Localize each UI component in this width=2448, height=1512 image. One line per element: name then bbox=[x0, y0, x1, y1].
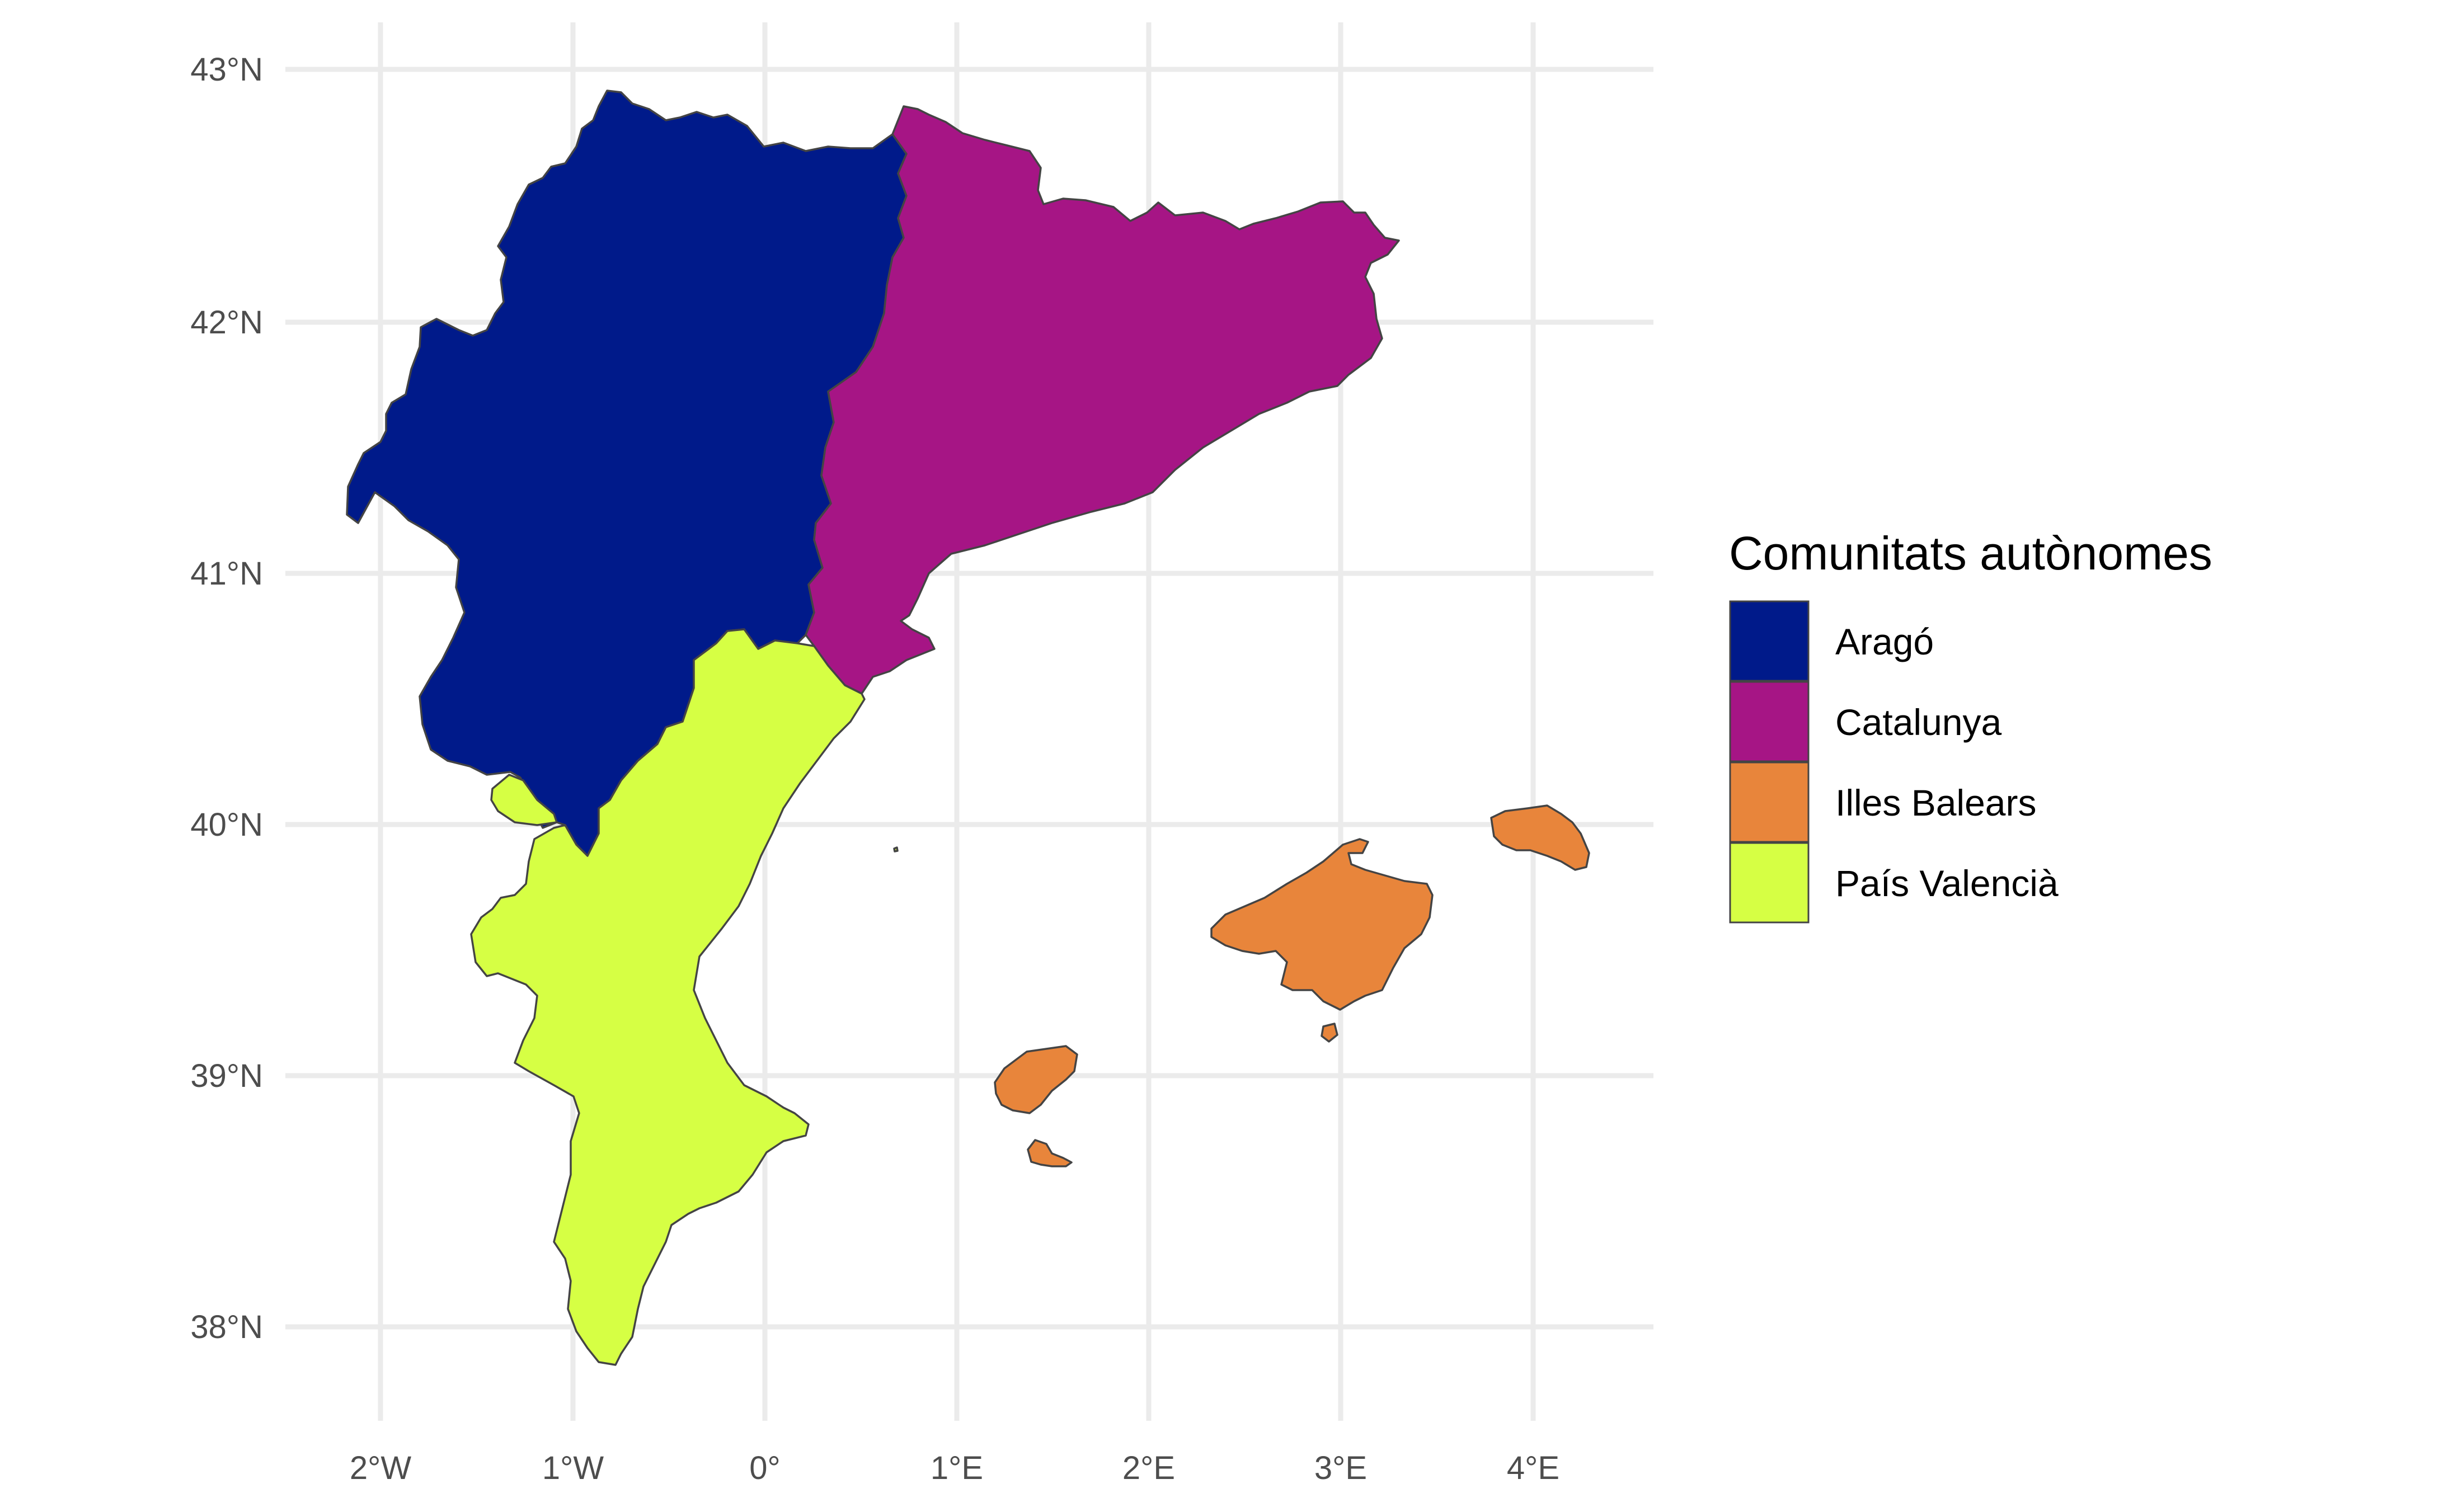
legend-item-pais-valencia: País Valencià bbox=[1729, 842, 2059, 924]
y-tick-label: 38°N bbox=[190, 1309, 263, 1345]
region-catalunya[interactable] bbox=[805, 105, 1400, 695]
x-tick-label: 1°E bbox=[931, 1450, 983, 1486]
y-tick-label: 41°N bbox=[190, 555, 263, 592]
legend-key-catalunya bbox=[1729, 681, 1810, 762]
x-tick-label: 2°W bbox=[350, 1450, 411, 1486]
y-tick-label: 43°N bbox=[190, 51, 263, 88]
x-tick-label: 1°W bbox=[542, 1450, 604, 1486]
legend-label: Aragó bbox=[1835, 621, 1934, 662]
region-menorca[interactable] bbox=[1490, 804, 1590, 871]
region-pais-valencia-exclave[interactable] bbox=[490, 774, 558, 826]
legend-key-illes-balears bbox=[1729, 761, 1810, 843]
y-tick-label: 42°N bbox=[190, 304, 263, 341]
legend-label: Illes Balears bbox=[1835, 782, 2037, 823]
legend-item-illes-balears: Illes Balears bbox=[1729, 761, 2037, 843]
legend-item-arago: Aragó bbox=[1729, 600, 1934, 682]
legend-item-catalunya: Catalunya bbox=[1729, 681, 2001, 762]
x-axis: 2°W 1°W 0° 1°E 2°E 3°E 4°E bbox=[350, 1450, 1559, 1486]
region-formentera[interactable] bbox=[1027, 1139, 1073, 1167]
x-tick-label: 0° bbox=[749, 1450, 780, 1486]
legend-key-arago bbox=[1729, 600, 1810, 682]
y-axis: 43°N 42°N 41°N 40°N 39°N 38°N bbox=[190, 51, 263, 1345]
y-tick-label: 40°N bbox=[190, 807, 263, 843]
y-tick-label: 39°N bbox=[190, 1058, 263, 1094]
legend-key-pais-valencia bbox=[1729, 842, 1810, 924]
regions bbox=[346, 90, 1590, 1366]
region-cabrera[interactable] bbox=[1321, 1023, 1338, 1043]
legend-label: País Valencià bbox=[1835, 863, 2059, 904]
region-mallorca[interactable] bbox=[1210, 838, 1434, 1011]
legend-label: Catalunya bbox=[1835, 701, 2001, 743]
x-tick-label: 2°E bbox=[1122, 1450, 1175, 1486]
x-tick-label: 4°E bbox=[1507, 1450, 1559, 1486]
legend: Comunitats autònomes Aragó Catalunya Ill… bbox=[1729, 527, 2212, 924]
region-eivissa[interactable] bbox=[994, 1045, 1078, 1114]
x-tick-label: 3°E bbox=[1314, 1450, 1367, 1486]
region-pais-valencia[interactable] bbox=[470, 628, 866, 1366]
legend-title: Comunitats autònomes bbox=[1729, 527, 2212, 580]
region-columbretes[interactable] bbox=[893, 846, 899, 852]
